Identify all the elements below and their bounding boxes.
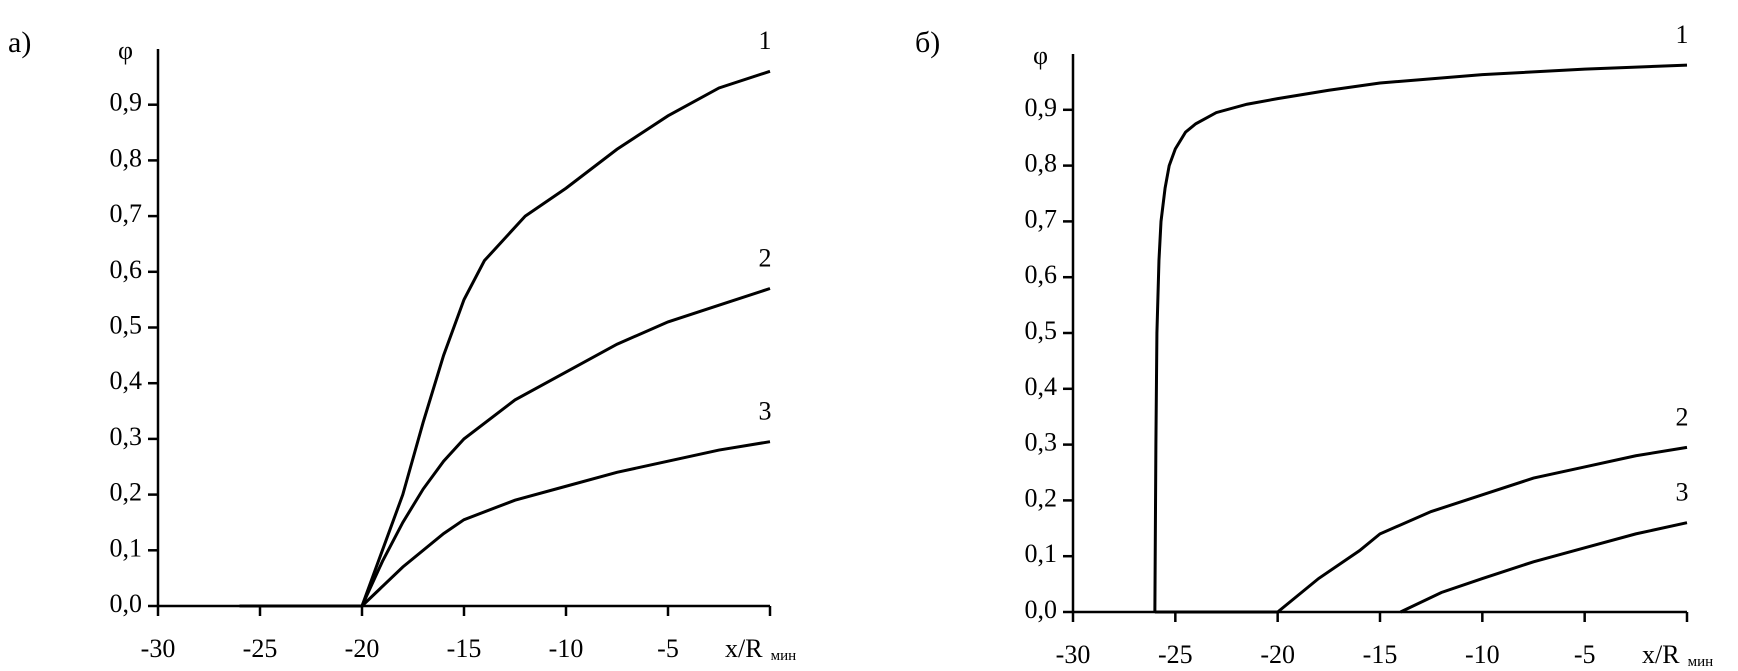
y-tick-label: 0,3 <box>1025 428 1058 457</box>
y-tick-label: 0,0 <box>1025 595 1058 624</box>
y-tick-label: 0,7 <box>1025 204 1058 233</box>
x-tick-label: -25 <box>1158 640 1193 669</box>
y-tick-label: 0,2 <box>1025 483 1058 512</box>
line <box>1154 445 1688 614</box>
y-tick-label: 0,0 <box>110 589 143 618</box>
y-tick-label: 0,5 <box>110 310 143 339</box>
panel: а) φ x/R мин 0,0 0,1 0,2 0,3 0,4 0,5 0,6 0,7 0,8 0,9 -… <box>8 26 796 665</box>
x-tick-label: -30 <box>1056 640 1091 669</box>
y-tick-label: 0,8 <box>110 143 143 172</box>
x-tick-label: -25 <box>243 634 278 663</box>
line <box>1153 63 1688 613</box>
y-tick-label: 0,1 <box>1025 539 1058 568</box>
y-tick-label: 0,5 <box>1025 316 1058 345</box>
y-tick-label: 0,4 <box>110 366 143 395</box>
panel-label: б) <box>915 26 940 59</box>
x-tick-label: -15 <box>1363 640 1398 669</box>
line <box>1399 521 1688 614</box>
line <box>239 440 771 608</box>
series-label: 3 <box>1676 478 1689 507</box>
y-tick-label: 0,8 <box>1025 149 1058 178</box>
series-label: 2 <box>759 243 772 272</box>
line <box>239 287 771 608</box>
x-tick-label: -5 <box>1574 640 1596 669</box>
series-label: 3 <box>759 397 772 426</box>
series-label: 1 <box>1676 20 1689 49</box>
y-axis-label: φ <box>1033 41 1048 70</box>
x-axis-label-main: x/R <box>1642 640 1680 669</box>
x-tick-label: -20 <box>1260 640 1295 669</box>
line <box>239 69 771 608</box>
x-axis-label-sub: мин <box>1688 654 1714 670</box>
y-tick-label: 0,9 <box>1025 93 1058 122</box>
x-axis-label: x/R мин <box>1642 640 1713 670</box>
x-tick-label: -10 <box>1465 640 1500 669</box>
y-tick-label: 0,6 <box>110 255 143 284</box>
series-label: 2 <box>1676 402 1689 431</box>
series-label: 1 <box>759 26 772 55</box>
y-tick-label: 0,9 <box>110 88 143 117</box>
x-tick-label: -20 <box>345 634 380 663</box>
x-tick-label: -30 <box>141 634 176 663</box>
panel-label: а) <box>8 26 31 59</box>
x-axis-label-main: x/R <box>725 634 763 663</box>
y-tick-label: 0,2 <box>110 478 143 507</box>
x-tick-label: -10 <box>549 634 584 663</box>
y-tick-label: 0,3 <box>110 422 143 451</box>
y-axis-label: φ <box>118 36 133 65</box>
x-tick-label: -15 <box>447 634 482 663</box>
y-tick-label: 0,4 <box>1025 372 1058 401</box>
y-tick-label: 0,6 <box>1025 260 1058 289</box>
x-axis-label: x/R мин <box>725 634 796 664</box>
y-tick-label: 0,7 <box>110 199 143 228</box>
x-axis-label-sub: мин <box>771 648 797 664</box>
y-tick-label: 0,1 <box>110 533 143 562</box>
x-tick-label: -5 <box>657 634 679 663</box>
panel: б) φ x/R мин 0,0 0,1 0,2 0,3 0,4 0,5 0,6 0,7 0,8 0,9 -… <box>915 20 1713 670</box>
